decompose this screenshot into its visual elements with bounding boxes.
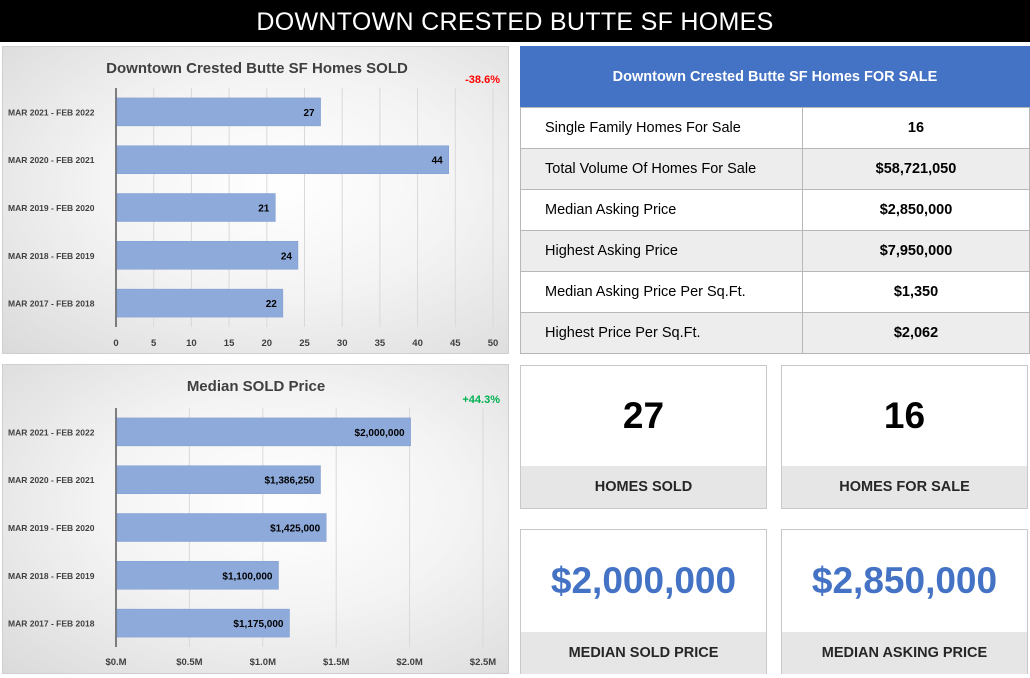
category-label: MAR 2019 - FEB 2020	[8, 523, 95, 533]
for-sale-panel: Downtown Crested Butte SF Homes FOR SALE…	[520, 46, 1030, 354]
bar	[116, 561, 279, 590]
x-tick-label: 5	[151, 338, 157, 349]
median-sold-price-chart: Median SOLD Price +44.3% $0.M $0.5M $1.0M $1.…	[2, 364, 509, 674]
category-label: MAR 2019 - FEB 2020	[8, 203, 95, 213]
table-row: Median Asking Price Per Sq.Ft. $1,350	[520, 271, 1030, 313]
bar	[116, 513, 327, 542]
x-tick-label: $0.5M	[176, 657, 202, 668]
row-label: Single Family Homes For Sale	[520, 107, 803, 149]
x-tick-label: 20	[262, 338, 273, 349]
homes-sold-caption: HOMES SOLD	[521, 466, 766, 508]
bar-value-label: $1,425,000	[270, 524, 320, 535]
row-label: Highest Asking Price	[520, 230, 803, 272]
row-label: Median Asking Price	[520, 189, 803, 231]
bar-value-label: 21	[258, 204, 270, 215]
bar	[116, 417, 411, 447]
x-tick-label: 10	[186, 338, 197, 349]
homes-for-sale-caption: HOMES FOR SALE	[782, 466, 1027, 508]
row-value: $7,950,000	[802, 230, 1030, 272]
category-label: MAR 2017 - FEB 2018	[8, 619, 95, 629]
median-sold-price-caption: MEDIAN SOLD PRICE	[521, 632, 766, 674]
bar-value-label: 27	[303, 108, 315, 119]
chart-title: Downtown Crested Butte SF Homes SOLD	[106, 60, 408, 77]
x-tick-label: 15	[224, 338, 235, 349]
bar	[116, 193, 276, 222]
median-asking-price-caption: MEDIAN ASKING PRICE	[782, 632, 1027, 674]
x-tick-label: 0	[113, 338, 118, 349]
homes-sold-chart: Downtown Crested Butte SF Homes SOLD -38.…	[2, 46, 509, 354]
x-tick-label: $2.5M	[470, 657, 496, 668]
homes-for-sale-value: 16	[883, 395, 926, 436]
median-sold-price-value: $2,000,000	[550, 560, 737, 601]
row-value: $58,721,050	[802, 148, 1030, 190]
homes-sold-value: 27	[622, 395, 665, 436]
row-value: $2,062	[802, 312, 1030, 354]
bar-value-label: $1,386,250	[264, 476, 314, 487]
x-tick-label: 35	[375, 338, 386, 349]
x-tick-label: 30	[337, 338, 348, 349]
row-label: Median Asking Price Per Sq.Ft.	[520, 271, 803, 313]
bar	[116, 97, 321, 127]
table-row: Single Family Homes For Sale 16	[520, 107, 1030, 149]
median-sold-price-card: $2,000,000 MEDIAN SOLD PRICE	[520, 529, 767, 674]
x-tick-label: $2.0M	[396, 657, 422, 668]
category-label: MAR 2020 - FEB 2021	[8, 155, 95, 165]
x-tick-label: $1.0M	[250, 657, 276, 668]
homes-sold-card: 27 HOMES SOLD	[520, 365, 767, 509]
bar	[116, 288, 284, 318]
table-row: Median Asking Price $2,850,000	[520, 189, 1030, 231]
row-value: 16	[802, 107, 1030, 149]
bar-value-label: $2,000,000	[355, 428, 405, 439]
bar-value-label: 44	[432, 156, 444, 167]
for-sale-title: Downtown Crested Butte SF Homes FOR SALE	[520, 46, 1030, 107]
change-percent: +44.3%	[462, 394, 500, 406]
x-tick-label: 50	[488, 338, 499, 349]
bar	[116, 145, 450, 174]
category-label: MAR 2021 - FEB 2022	[8, 107, 95, 117]
bar-value-label: $1,100,000	[222, 571, 272, 582]
median-asking-price-value: $2,850,000	[811, 560, 998, 601]
row-label: Total Volume Of Homes For Sale	[520, 148, 803, 190]
change-percent: -38.6%	[465, 74, 500, 86]
x-tick-label: 25	[299, 338, 310, 349]
row-value: $2,850,000	[802, 189, 1030, 231]
chart-title: Median SOLD Price	[187, 378, 325, 395]
category-label: MAR 2018 - FEB 2019	[8, 251, 95, 261]
bar	[116, 241, 299, 270]
for-sale-table: Single Family Homes For Sale 16 Total Vo…	[520, 107, 1030, 354]
table-row: Highest Asking Price $7,950,000	[520, 230, 1030, 272]
table-row: Highest Price Per Sq.Ft. $2,062	[520, 312, 1030, 354]
category-label: MAR 2021 - FEB 2022	[8, 427, 95, 437]
dashboard-title: DOWNTOWN CRESTED BUTTE SF HOMES	[0, 0, 1030, 42]
category-label: MAR 2017 - FEB 2018	[8, 299, 95, 309]
x-tick-label: $0.M	[105, 657, 126, 668]
row-value: $1,350	[802, 271, 1030, 313]
bar	[116, 608, 290, 638]
x-tick-label: $1.5M	[323, 657, 349, 668]
median-asking-price-card: $2,850,000 MEDIAN ASKING PRICE	[781, 529, 1028, 674]
homes-sold-chart-svg: Downtown Crested Butte SF Homes SOLD -38.…	[8, 60, 500, 349]
median-sold-price-chart-svg: Median SOLD Price +44.3% $0.M $0.5M $1.0M $1.…	[8, 378, 500, 668]
category-label: MAR 2018 - FEB 2019	[8, 571, 95, 581]
bar	[116, 465, 321, 494]
table-row: Total Volume Of Homes For Sale $58,721,0…	[520, 148, 1030, 190]
homes-for-sale-card: 16 HOMES FOR SALE	[781, 365, 1028, 509]
bar-value-label: 24	[281, 251, 293, 262]
x-tick-label: 45	[450, 338, 461, 349]
bar-value-label: 22	[266, 299, 278, 310]
row-label: Highest Price Per Sq.Ft.	[520, 312, 803, 354]
x-tick-label: 40	[412, 338, 423, 349]
bar-value-label: $1,175,000	[233, 619, 283, 630]
category-label: MAR 2020 - FEB 2021	[8, 475, 95, 485]
